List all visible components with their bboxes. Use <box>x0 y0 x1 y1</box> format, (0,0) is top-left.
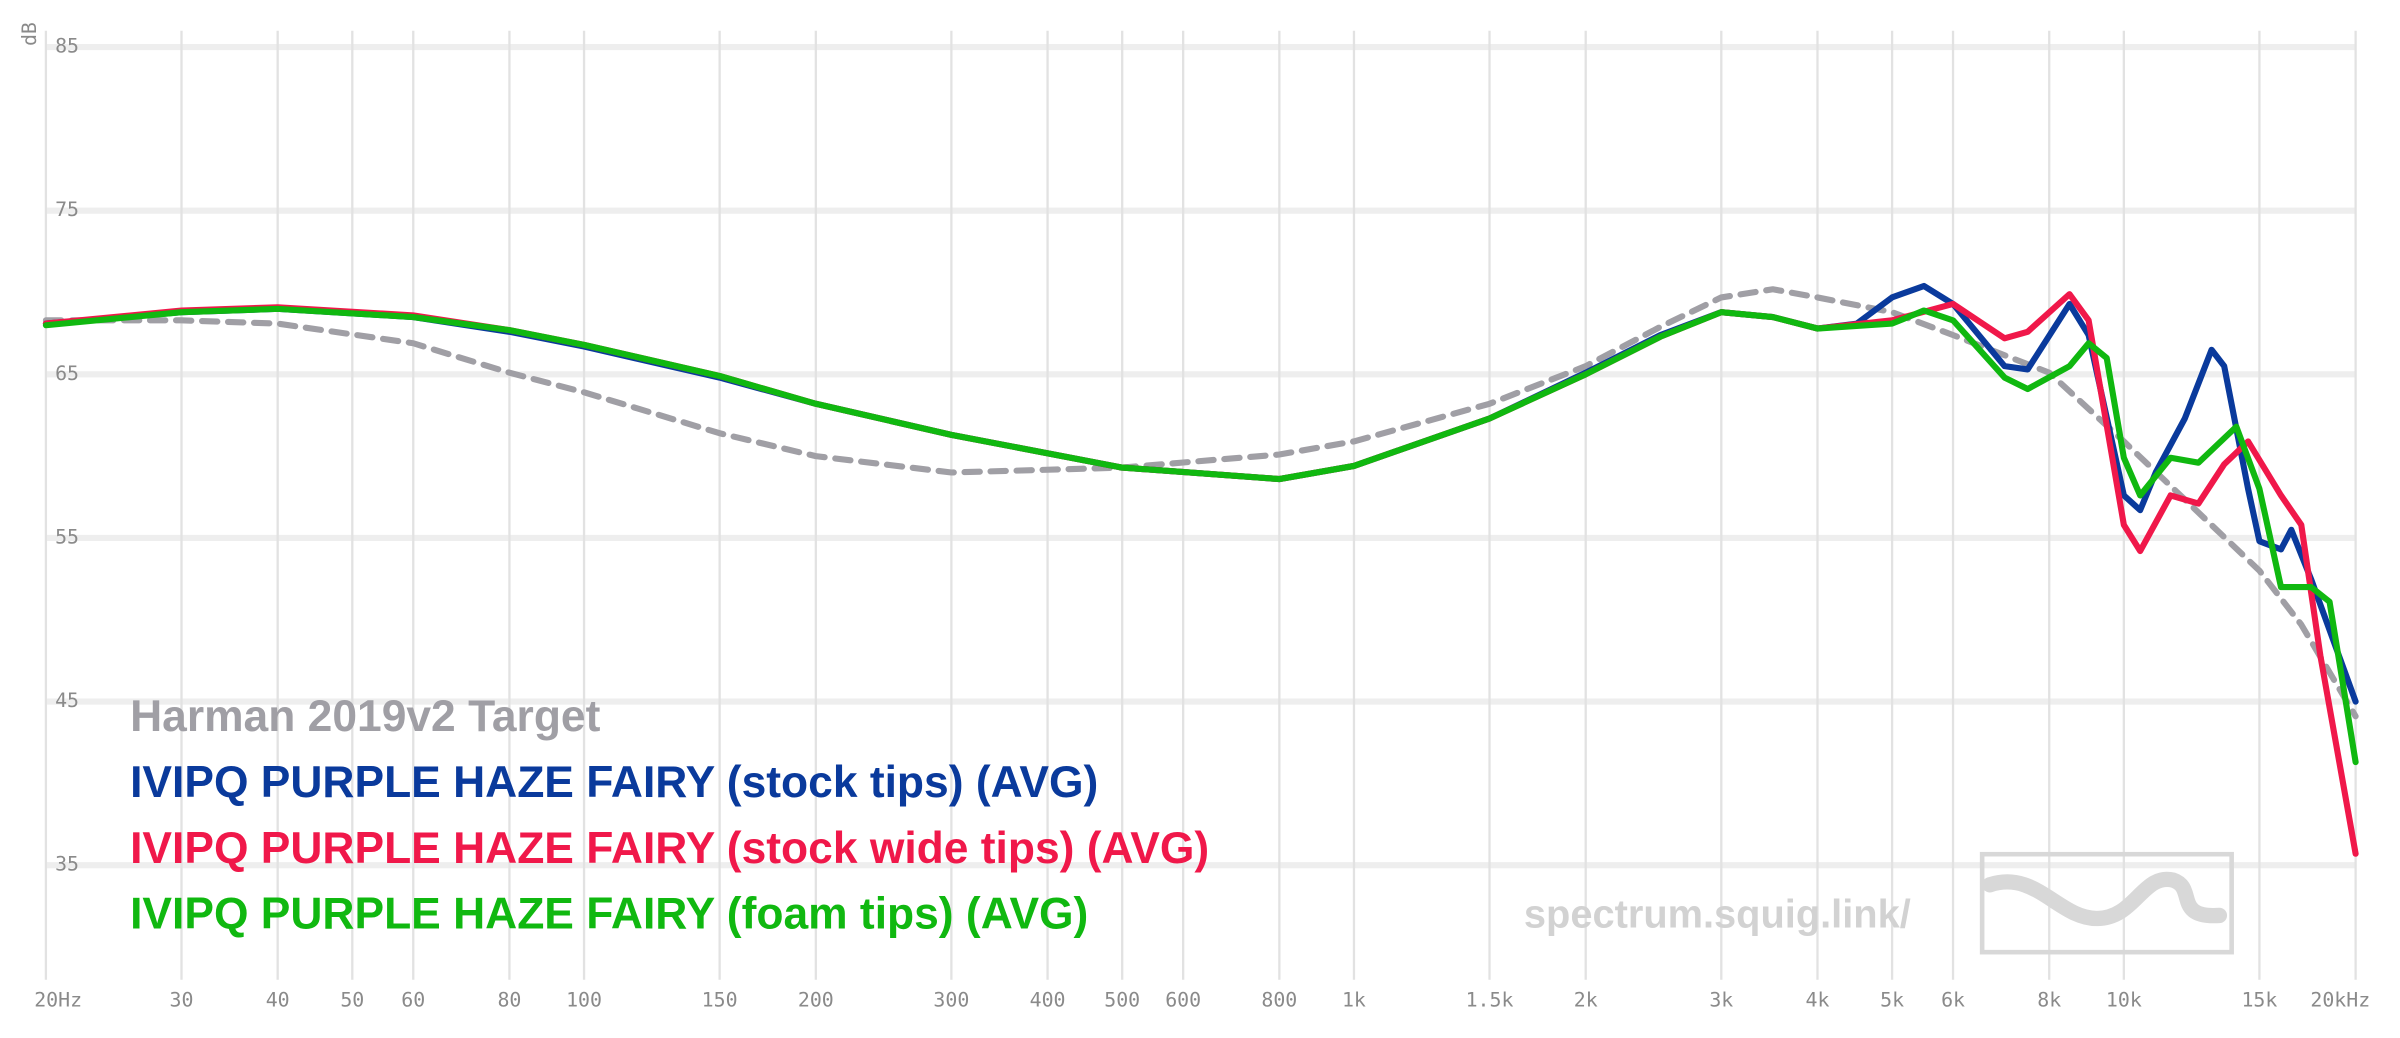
x-tick-label: 1k <box>1342 989 1366 1012</box>
x-tick-label: 50 <box>340 989 364 1012</box>
y-tick-label: 35 <box>55 853 79 876</box>
x-tick-label: 150 <box>702 989 738 1012</box>
x-tick-label: 10k <box>2106 989 2142 1012</box>
x-tick-label: 5k <box>1880 989 1904 1012</box>
y-tick-label: 75 <box>55 198 79 221</box>
series-line <box>42 305 2359 766</box>
x-tick-label: 30 <box>170 989 194 1012</box>
watermark: spectrum.squig.link/ <box>1524 893 1911 937</box>
x-tick-label: 8k <box>2037 989 2061 1012</box>
series-line <box>42 286 2359 720</box>
series-line <box>42 282 2359 705</box>
x-tick-label: 15k <box>2241 989 2277 1012</box>
y-tick-label: 45 <box>55 689 79 712</box>
x-tick-label: 20kHz <box>2310 989 2370 1012</box>
x-tick-label: 1.5k <box>1466 989 1514 1012</box>
legend-entry: IVIPQ PURPLE HAZE FAIRY (stock tips) (AV… <box>130 758 1098 807</box>
x-tick-label: 100 <box>566 989 602 1012</box>
legend-entry: Harman 2019v2 Target <box>130 692 601 741</box>
x-tick-label: 6k <box>1941 989 1965 1012</box>
watermark-logo <box>1979 851 2234 955</box>
plot: 35 45 55 65 75 85 20Hz 30 40 50 60 80 100 150 200 300 40… <box>34 35 2370 1012</box>
y-tick-label: 65 <box>55 362 79 385</box>
legend-entry: IVIPQ PURPLE HAZE FAIRY (stock wide tips… <box>130 824 1209 873</box>
x-tick-label: 4k <box>1806 989 1830 1012</box>
x-tick-label: 60 <box>401 989 425 1012</box>
x-tick-label: 400 <box>1030 989 1066 1012</box>
y-tick-label: 85 <box>55 35 79 58</box>
logo-squiggle <box>1982 871 2228 927</box>
x-tick-label: 40 <box>266 989 290 1012</box>
legend-entry: IVIPQ PURPLE HAZE FAIRY (foam tips) (AVG… <box>130 890 1088 939</box>
x-tick-label: 500 <box>1104 989 1140 1012</box>
x-tick-label: 80 <box>497 989 521 1012</box>
x-tick-label: 2k <box>1574 989 1598 1012</box>
x-tick-label: 20Hz <box>34 989 82 1012</box>
x-tick-label: 3k <box>1709 989 1733 1012</box>
y-tick-label: 55 <box>55 525 79 548</box>
x-tick-label: 800 <box>1261 989 1297 1012</box>
x-tick-label: 300 <box>933 989 969 1012</box>
grid <box>44 30 2357 980</box>
x-tick-label: 200 <box>798 989 834 1012</box>
logo-frame <box>1979 851 2234 955</box>
x-tick-label: 600 <box>1165 989 1201 1012</box>
y-axis-label: dB <box>18 22 41 46</box>
